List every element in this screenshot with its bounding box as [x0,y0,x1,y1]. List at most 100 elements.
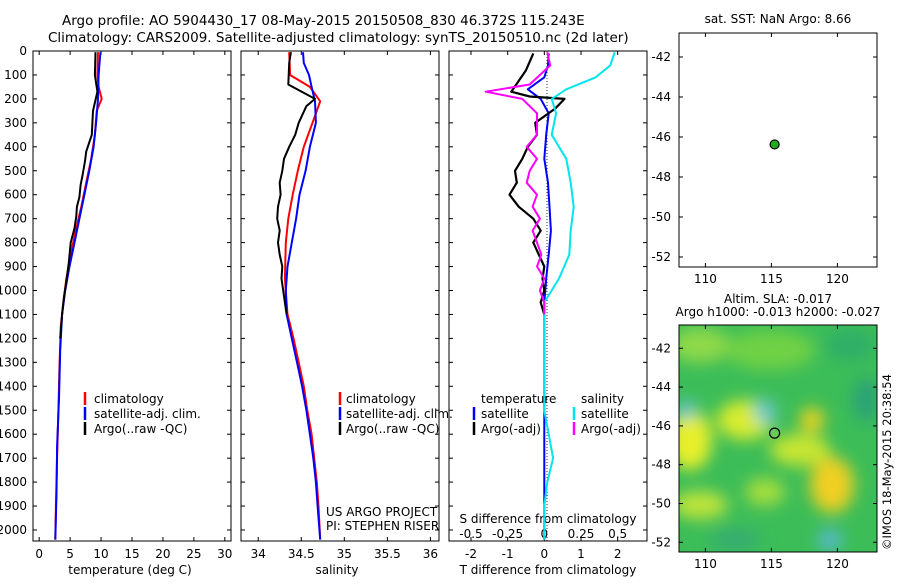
series-satellite-adj-clim [284,52,322,540]
title-line-2: Climatology: CARS2009. Satellite-adjuste… [48,30,629,46]
depth-tick-label: 1300 [0,355,27,369]
depth-tick-label: 0 [19,44,27,58]
legend-s-argo: Argo(-adj) [581,422,641,436]
sla-blob [825,329,875,361]
salinity-tick: 34.5 [288,547,315,561]
salinity-axes-frame [240,50,440,542]
lon-tick-label: 110 [694,272,717,286]
sla-blob [770,434,830,466]
depth-tick-label: 700 [4,212,27,226]
sla-blob [818,530,842,550]
sla-blob [725,330,815,370]
lat-tick-label: -52 [651,250,671,264]
depth-tick-label: 1400 [0,379,27,393]
sla-anomaly-blobs [679,327,877,550]
s-diff-tick: 0.25 [568,527,595,541]
series-climatology [54,52,103,540]
sst-map-panel: sat. SST: NaN Argo: 8.66 -42 -44 -46 -48 -50… [651,12,878,286]
project-credit: US ARGO PROJECT [326,505,438,519]
temperature-tick: 20 [155,547,170,561]
lat-tick-label: -52 [651,535,671,549]
sst-map-lon-ticks: 110 115 120 [694,33,849,286]
legend-satellite-adj: satellite-adj. clim. [346,407,453,421]
lat-tick-label: -44 [651,90,671,104]
temperature-tick: 30 [217,547,232,561]
sla-heatmap [679,325,877,552]
difference-series [484,51,616,540]
imos-timestamp: ©IMOS 18-May-2015 20:38:54 [880,374,894,550]
sst-map-title: sat. SST: NaN Argo: 8.66 [705,12,852,26]
salinity-tick-labels: 34 34.5 35 35.5 36 [251,51,438,561]
depth-tick-label: 1600 [0,427,27,441]
depth-tick-label: 1800 [0,475,27,489]
sla-blob [679,327,730,363]
sla-map-title-2: Argo h1000: -0.013 h2000: -0.027 [676,305,881,319]
sla-blob [800,408,824,432]
depth-tick-label: 100 [4,68,27,82]
title-line-1: Argo profile: AO 5904430_17 08-May-2015 … [62,13,585,29]
t-diff-tick: -2 [465,547,477,561]
float-position-marker [769,427,781,439]
sla-blob [679,491,728,519]
difference-legend: temperature satellite Argo(-adj) salinit… [472,392,641,436]
sla-blob [852,378,877,422]
legend-temperature-head: temperature [481,392,556,406]
t-difference-tick-labels: -2 -1 0 1 2 [465,51,621,561]
s-diff-tick: -0.5 [459,527,482,541]
depth-tick-label: 1500 [0,403,27,417]
series-satellite-adj-clim [54,52,102,540]
temperature-axis-label: temperature (deg C) [68,563,191,577]
legend-t-satellite: satellite [481,407,529,421]
lat-tick-label: -42 [651,50,671,64]
lat-tick-label: -48 [651,170,671,184]
temperature-tick: 0 [35,547,43,561]
s-difference-label: S difference from climatology [460,512,637,526]
sla-map-lat-ticks: -42 -44 -46 -48 -50 -52 [651,341,877,549]
temperature-tick: 15 [124,547,139,561]
salinity-tick: 36 [423,547,438,561]
sla-map-title-1: Altim. SLA: -0.017 [724,292,832,306]
salinity-axis-label: salinity [315,563,358,577]
series-argo-adj [484,51,552,315]
lat-tick-label: -50 [651,496,671,510]
sst-map-markers [769,139,780,150]
salinity-tick: 34 [251,547,266,561]
sla-map-markers [769,427,781,439]
legend-s-satellite: satellite [581,407,629,421]
legend-salinity-head: salinity [581,392,624,406]
sla-blob [754,400,776,424]
legend-t-argo: Argo(-adj) [481,422,541,436]
salinity-legend: climatology satellite-adj. clim. Argo(..… [338,392,453,436]
salinity-series [276,52,322,540]
series-climatology [283,52,322,540]
temperature-axes-frame [32,50,232,542]
depth-tick-label: 200 [4,92,27,106]
sla-blob [679,400,695,420]
depth-tick-label: 1200 [0,331,27,345]
series-argo-raw-qc [59,52,99,339]
difference-panel: -2 -1 0 1 2 -0.5 -0.25 0 0.25 0.5 S difference f… [448,50,648,577]
temperature-panel: 0100200300400500600700800900100011001200… [0,44,647,577]
depth-tick-label: 1900 [0,499,27,513]
legend-argo: Argo(..raw -QC) [94,422,187,436]
salinity-tick: 35 [337,547,352,561]
depth-tick-label: 1100 [0,307,27,321]
s-difference-tick-labels: -0.5 -0.25 0 0.25 0.5 [459,527,627,541]
t-diff-tick: -1 [502,547,514,561]
lat-tick-label: -48 [651,458,671,472]
temperature-tick: 5 [66,547,74,561]
legend-satellite-adj: satellite-adj. clim. [94,407,201,421]
t-diff-tick: 1 [577,547,585,561]
temperature-legend: climatology satellite-adj. clim. Argo(..… [83,392,201,436]
sla-blob [745,478,785,506]
lat-tick-label: -44 [651,380,671,394]
depth-tick-label: 600 [4,188,27,202]
depth-tick-label: 1700 [0,451,27,465]
depth-tick-labels: 0 100 200 300 400 500 600 700 800 900 1000 1100 1200… [0,44,647,537]
sla-blob [810,457,854,513]
temperature-tick: 25 [186,547,201,561]
s-diff-tick: 0.5 [608,527,627,541]
lat-tick-label: -50 [651,210,671,224]
sla-map-frame [678,324,878,553]
